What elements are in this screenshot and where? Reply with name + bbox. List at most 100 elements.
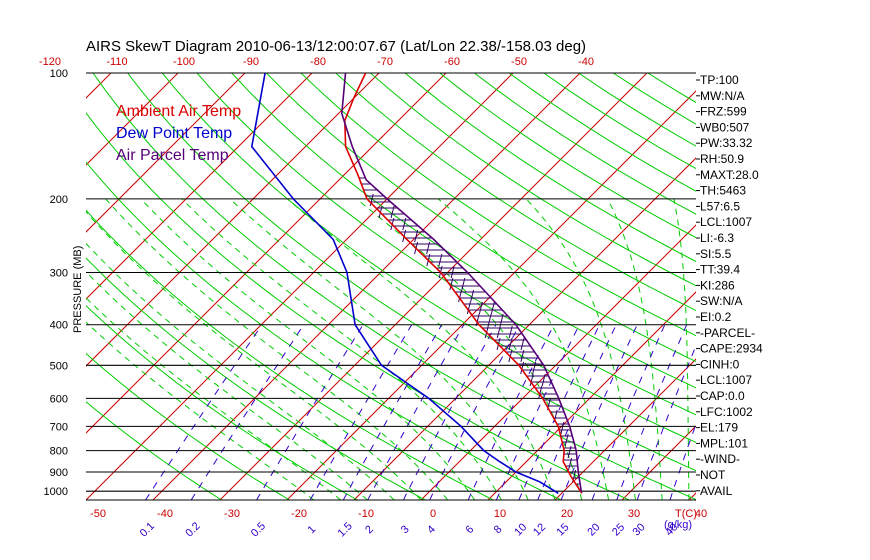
stability-index-label: MPL:101 <box>700 436 748 450</box>
legend-air-parcel-temp: Air Parcel Temp <box>116 147 229 164</box>
dry-adiabat-line <box>196 73 696 416</box>
stability-index-label: CINH:0 <box>700 357 740 371</box>
ambient-air-temp-line <box>343 73 583 494</box>
top-temp-tick-label: -80 <box>310 56 326 68</box>
moist-adiabat-line <box>86 271 368 500</box>
mixing-ratio-line <box>402 324 497 500</box>
cape-hatch-line <box>426 241 431 255</box>
isotherm-line <box>286 90 696 500</box>
cape-hatch-line <box>490 301 495 315</box>
bottom-temp-tick-label: 30 <box>628 508 640 520</box>
isotherm-line <box>823 73 870 500</box>
mixing-ratio-line <box>367 324 465 500</box>
stability-index-label: LFC:1002 <box>700 405 753 419</box>
cape-hatch-line <box>390 205 395 219</box>
legend-dew-point-temp: Dew Point Temp <box>116 125 232 142</box>
cape-hatch-line <box>520 349 525 363</box>
cape-hatch-line <box>369 193 374 207</box>
mixing-ratio-tick-label: 6 <box>464 523 477 536</box>
pressure-tick-label: 200 <box>50 194 68 206</box>
pressure-tick-label: 100 <box>50 68 68 80</box>
cape-hatch-line <box>508 325 513 339</box>
stability-index-label: RH:50.9 <box>700 152 744 166</box>
top-temp-tick-label: -60 <box>444 56 460 68</box>
top-temp-tick-label: -50 <box>511 56 527 68</box>
moist-adiabat-line <box>105 198 449 500</box>
pressure-tick-label: 300 <box>50 268 68 280</box>
mixing-ratio-tick-label: 25 <box>610 521 627 538</box>
moist-adiabat-line <box>525 198 636 500</box>
mixing-ratio-tick-label: 15 <box>554 521 571 538</box>
mixing-ratio-line <box>495 324 580 500</box>
cape-hatch-line <box>449 277 454 291</box>
pressure-tick-label: 700 <box>50 421 68 433</box>
mixing-ratio-tick-label: 3 <box>399 523 412 536</box>
stability-index-label: -WIND- <box>700 452 740 466</box>
cape-hatch-line <box>487 313 492 327</box>
mixing-ratio-line <box>518 324 600 500</box>
cape-hatch-line <box>466 301 471 315</box>
isotherm-line <box>86 73 514 500</box>
cape-hatch-line <box>475 313 480 327</box>
mixing-ratio-line <box>467 324 555 500</box>
stability-index-label: MW:N/A <box>700 89 744 103</box>
mixing-ratio-line <box>537 324 617 500</box>
stability-index-label: LI:-6.3 <box>700 231 734 245</box>
mixing-ratio-line <box>309 324 413 500</box>
dry-adiabat-line <box>86 352 290 500</box>
bottom-temp-tick-label: 10 <box>494 508 506 520</box>
mixing-ratio-tick-label: 0.1 <box>138 520 157 539</box>
bottom-temp-tick-label: -30 <box>224 508 240 520</box>
cape-hatch-line <box>567 445 572 459</box>
x-axis-label: T(C) <box>675 508 697 520</box>
isotherm-line <box>86 73 380 367</box>
dry-adiabat-line <box>161 73 696 443</box>
isobars <box>86 72 696 501</box>
dry-adiabat-line <box>86 305 358 500</box>
legend-ambient-air-temp: Ambient Air Temp <box>116 103 241 120</box>
cape-hatch-line <box>520 361 525 375</box>
pressure-tick-label: 900 <box>50 467 68 479</box>
moist-adiabat-line <box>607 198 663 500</box>
dry-adiabat-line <box>404 73 696 263</box>
dry-adiabat-line <box>474 73 696 215</box>
pressure-tick-label: 500 <box>50 360 68 372</box>
mixing-ratio-line <box>342 324 443 500</box>
mixing-ratio-tick-label: 12 <box>531 521 548 538</box>
stability-index-label: LCL:1007 <box>700 215 752 229</box>
stability-index-label: CAPE:2934 <box>700 342 763 356</box>
top-temp-tick-label: -120 <box>39 56 61 68</box>
mixing-ratio-line <box>636 344 696 500</box>
dry-adiabat-line <box>86 161 562 500</box>
isotherm-line <box>219 73 648 500</box>
mixing-ratio-unit-label: (g/kg) <box>664 519 692 531</box>
mixing-ratio-line <box>429 324 520 500</box>
pressure-tick-label: 800 <box>50 446 68 458</box>
mixing-ratio-tick-label: 20 <box>585 521 602 538</box>
top-temp-tick-label: -100 <box>173 56 195 68</box>
moist-adiabat-line <box>86 211 422 500</box>
isotherm-line <box>0 73 44 500</box>
bottom-temp-tick-label: -50 <box>90 508 106 520</box>
stability-index-label: WB0:507 <box>700 120 750 134</box>
cape-hatch-line <box>520 337 525 351</box>
cape-hatch-line <box>496 325 501 339</box>
stability-index-label: L57:6.5 <box>700 199 740 213</box>
isotherm-line <box>152 73 581 500</box>
cape-hatch-line <box>414 229 419 243</box>
stability-index-label: SW:N/A <box>700 294 742 308</box>
dry-adiabat-line <box>231 73 696 389</box>
moist-adiabat-line <box>86 321 315 500</box>
isotherm-line <box>86 73 313 300</box>
cape-hatch-line <box>478 301 483 315</box>
mixing-ratio-tick-label: 0.5 <box>249 520 268 539</box>
dry-adiabat-line <box>86 257 426 500</box>
stability-index-label: EL:179 <box>700 421 738 435</box>
mixing-ratio-line <box>669 422 696 500</box>
moist-adiabat-line <box>437 198 610 500</box>
bottom-temp-tick-label: -20 <box>291 508 307 520</box>
bottom-temp-tick-label: -10 <box>358 508 374 520</box>
